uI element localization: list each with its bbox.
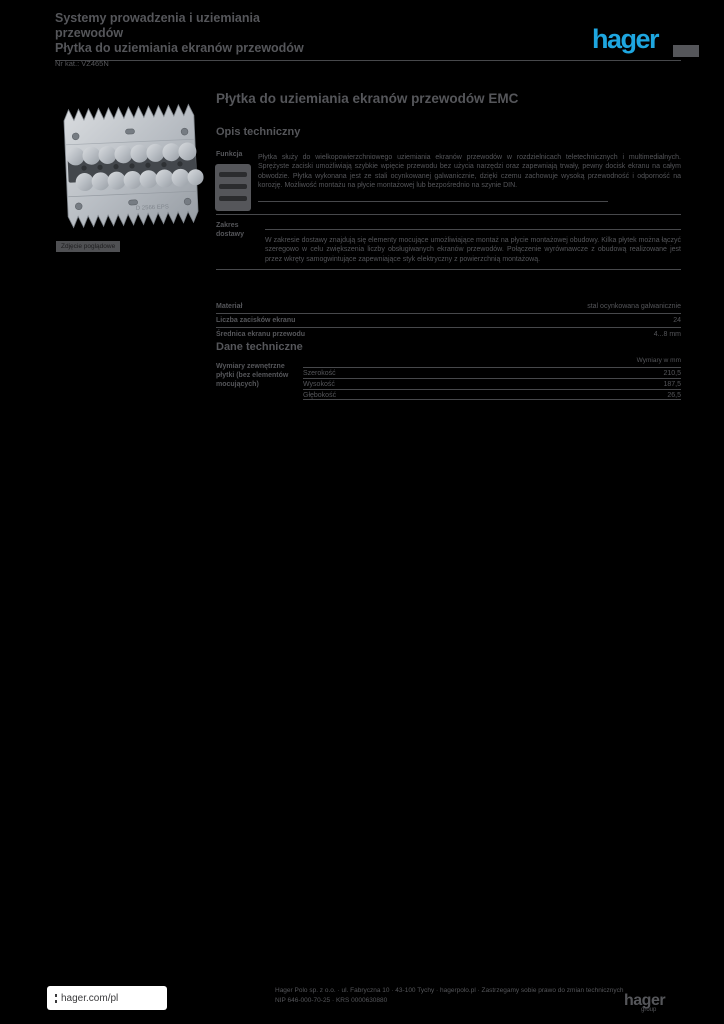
doc-header-line2: Płytka do uziemiania ekranów przewodów [55,41,304,55]
delivery-text: W zakresie dostawy znajdują się elementy… [265,237,681,263]
function-pictogram-icon [214,160,252,220]
doc-reference: Nr kat.: VZ465N [55,59,109,68]
section-heading-technical-data: Dane techniczne [216,341,303,353]
property-label: Materiał [216,303,243,310]
product-plate-illustration: D 2566 EPS [63,103,204,229]
section-heading-technical-description: Opis techniczny [216,126,301,138]
hager-colon-icon [55,993,57,1003]
dimension-row-label: Wysokość [303,381,335,388]
product-description: Płytka służy do wielkopowierzchniowego u… [258,154,681,189]
page-title: Płytka do uziemiania ekranów przewodów E… [216,91,519,106]
divider [216,269,681,270]
divider [303,367,681,368]
doc-header: Systemy prowadzenia i uziemiania przewod… [55,11,320,68]
function-row-label: Funkcja [216,151,243,158]
property-label: Liczba zacisków ekranu [216,317,296,324]
dimensions-label: Wymiary zewnętrzne płytki (bez elementów… [216,363,289,388]
divider [303,378,681,379]
property-value: stal ocynkowana galwanicznie [587,303,681,310]
footer-brand-mark: hager [624,992,666,1009]
header-divider [55,60,681,61]
footer-info-line: Hager Polo sp. z o.o. · ul. Fabryczna 10… [275,987,624,994]
hager-logo: hager [592,24,660,54]
footer-url[interactable]: hager.com/pl [61,992,119,1004]
product-image: D 2566 EPS [56,92,206,245]
footer-info-line2: NIP 646-000-70-25 · KRS 0000630880 [275,997,388,1004]
footer-brand-mark-sub: group [641,1007,657,1013]
dimension-row-value: 210,5 [663,370,681,377]
divider [216,214,681,215]
image-caption: Zdjęcie poglądowe [56,241,121,252]
property-value: 24 [673,317,681,324]
divider [303,399,681,400]
divider [265,229,681,230]
divider [303,389,681,390]
doc-header-line1: Systemy prowadzenia i uziemiania przewod… [55,11,260,40]
property-value: 4...8 mm [653,331,681,338]
divider [216,327,681,328]
divider [258,201,608,202]
dimension-row-label: Głębokość [303,392,337,399]
divider [216,313,681,314]
property-label: Średnica ekranu przewodu [216,331,306,338]
logo-baseline-mark-icon [673,45,699,57]
dimension-row-value: 26,5 [667,392,681,399]
dimension-row-value: 187,5 [663,381,681,388]
unit-note: Wymiary w mm [636,357,681,364]
footer-url-chip[interactable]: hager.com/pl [47,986,167,1010]
dimension-row-label: Szerokość [303,370,336,377]
plate-stamp-text: D 2566 EPS [136,204,169,211]
delivery-row-label: Zakres dostawy [216,222,245,238]
